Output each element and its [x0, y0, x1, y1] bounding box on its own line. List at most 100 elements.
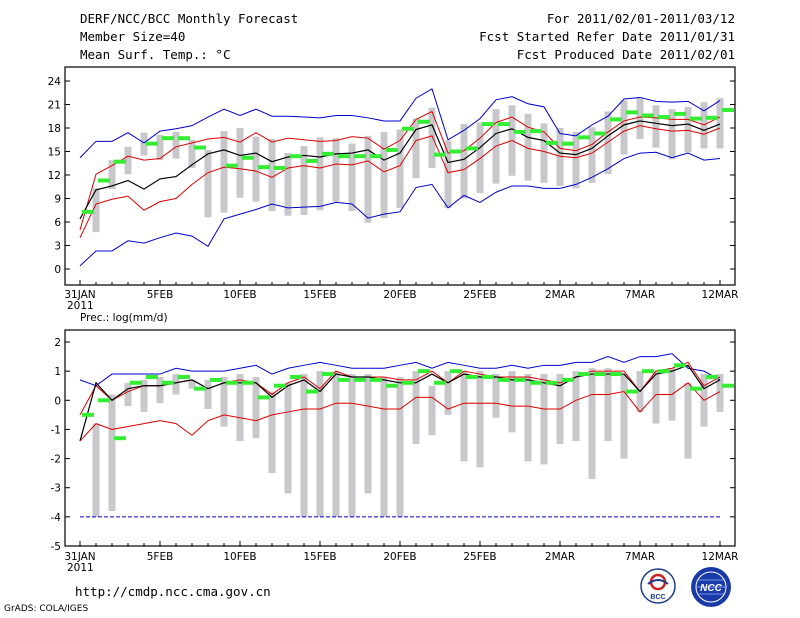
y-tick-label: 6 — [54, 217, 61, 229]
spread-bar — [92, 188, 100, 233]
bcc-logo: BCC — [640, 568, 676, 604]
single-forecast-marker — [402, 126, 414, 131]
y-tick-label: 3 — [54, 241, 61, 253]
spread-bar — [348, 143, 356, 212]
spread-bar — [348, 374, 356, 517]
single-forecast-marker — [530, 380, 542, 385]
single-forecast-marker — [594, 372, 606, 377]
spread-bar — [636, 97, 644, 139]
spread-bar — [460, 371, 468, 462]
single-forecast-marker — [322, 151, 334, 156]
spread-bar — [172, 131, 180, 159]
single-forecast-marker — [258, 395, 270, 400]
spread-bar — [396, 376, 404, 517]
spread-bar — [300, 374, 308, 517]
series-line-max — [79, 353, 721, 387]
y-tick-label: 15 — [48, 147, 61, 159]
spread-bar — [284, 382, 292, 494]
single-forecast-marker — [194, 386, 206, 391]
y-tick-label: -1 — [51, 424, 61, 436]
single-forecast-marker — [450, 149, 462, 154]
spread-bar — [524, 113, 532, 181]
single-forecast-marker — [466, 374, 478, 379]
member-size: Member Size=40 — [80, 29, 186, 44]
chart-title: DERF/NCC/BCC Monthly Forecast — [80, 11, 299, 26]
single-forecast-marker — [418, 369, 430, 374]
spread-bar — [268, 391, 276, 474]
single-forecast-marker — [82, 209, 94, 214]
spread-bar — [412, 118, 420, 179]
single-forecast-marker — [482, 374, 494, 379]
spread-bar — [652, 105, 660, 148]
y-tick-label: -5 — [51, 541, 61, 553]
spread-bar — [140, 132, 148, 156]
spread-bar — [332, 371, 340, 517]
spread-bar — [476, 371, 484, 468]
single-forecast-marker — [162, 136, 174, 141]
single-forecast-marker — [418, 119, 430, 124]
single-forecast-marker — [674, 363, 686, 368]
single-forecast-marker — [146, 374, 158, 379]
single-forecast-marker — [114, 436, 126, 441]
spread-bar — [428, 107, 436, 168]
single-forecast-marker — [562, 141, 574, 146]
x-tick-label: 12MAR — [702, 289, 739, 301]
x-tick-label: 5FEB — [147, 551, 174, 563]
spread-bar — [620, 374, 628, 459]
single-forecast-marker — [514, 129, 526, 134]
y-tick-label: 18 — [48, 123, 61, 135]
y-tick-label: 1 — [54, 366, 61, 378]
single-forecast-marker — [226, 380, 238, 385]
single-forecast-marker — [258, 165, 270, 170]
single-forecast-marker — [434, 152, 446, 157]
spread-bar — [108, 394, 116, 512]
single-forecast-marker — [210, 377, 222, 382]
spread-bar — [252, 136, 260, 202]
x-tick-year-label: 2011 — [67, 300, 94, 312]
single-forecast-marker — [114, 159, 126, 164]
y-tick-label: 21 — [48, 100, 61, 112]
spread-bar — [236, 374, 244, 442]
single-forecast-marker — [674, 111, 686, 116]
single-forecast-marker — [162, 380, 174, 385]
single-forecast-marker — [242, 155, 254, 160]
series-line-upper — [79, 110, 721, 230]
series-line-ensemble-mean — [79, 120, 721, 220]
single-forecast-marker — [434, 380, 446, 385]
single-forecast-marker — [274, 383, 286, 388]
spread-bar — [428, 385, 436, 436]
single-forecast-marker — [290, 154, 302, 159]
y-tick-label: 0 — [54, 395, 61, 407]
x-tick-label: 12MAR — [702, 551, 739, 563]
spread-bar — [540, 123, 548, 183]
spread-bar — [92, 423, 100, 517]
spread-bar — [716, 98, 724, 149]
x-tick-label: 10FEB — [223, 289, 256, 301]
spread-bar — [604, 368, 612, 442]
spread-bar — [108, 160, 116, 190]
source-url[interactable]: http://cmdp.ncc.cma.gov.cn — [75, 584, 271, 599]
single-forecast-marker — [338, 377, 350, 382]
spread-bar — [540, 374, 548, 465]
ncc-logo: NCC — [691, 567, 731, 607]
spread-bar — [716, 374, 724, 412]
single-forecast-marker — [642, 113, 654, 118]
single-forecast-marker — [226, 163, 238, 168]
single-forecast-marker — [722, 107, 734, 112]
single-forecast-marker — [578, 135, 590, 140]
single-forecast-marker — [578, 372, 590, 377]
spread-bar — [124, 146, 132, 175]
single-forecast-marker — [322, 372, 334, 377]
spread-bar — [380, 376, 388, 517]
spread-bar — [188, 379, 196, 389]
series-line-max — [79, 88, 721, 159]
single-forecast-marker — [562, 377, 574, 382]
spread-bar — [156, 135, 164, 161]
ncc-logo-text: NCC — [700, 583, 722, 594]
single-forecast-marker — [194, 145, 206, 150]
single-forecast-marker — [514, 377, 526, 382]
single-forecast-marker — [530, 129, 542, 134]
refer-date: Fcst Started Refer Date 2011/01/31 — [479, 29, 735, 44]
